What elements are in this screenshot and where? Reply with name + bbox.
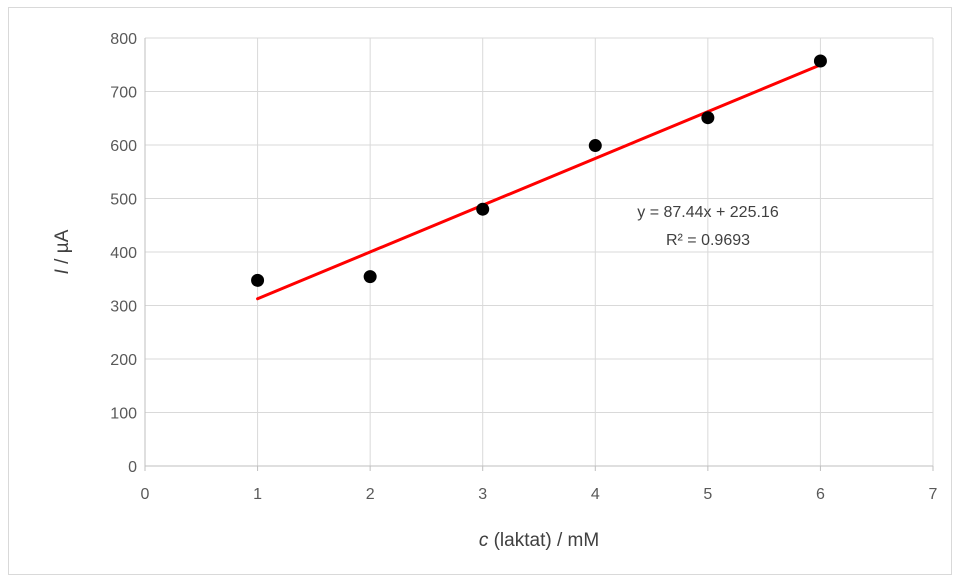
data-point <box>701 111 715 125</box>
data-point <box>813 54 827 68</box>
x-tick-label: 6 <box>816 486 825 503</box>
y-tick-label: 0 <box>128 459 137 476</box>
y-axis-title-rest: / µA <box>52 229 73 269</box>
y-tick-label: 600 <box>110 138 137 155</box>
x-axis-title-rest: (laktat) / mM <box>488 530 599 551</box>
x-tick-label: 7 <box>929 486 938 503</box>
x-axis-title: c (laktat) / mM <box>479 530 599 551</box>
data-point <box>588 139 602 153</box>
y-axis-title: I / µA <box>52 229 73 274</box>
trendline-group <box>256 63 822 301</box>
data-point <box>251 273 265 287</box>
y-tick-label: 800 <box>110 31 137 48</box>
y-tick-labels: 0 100 200 300 400 500 600 700 800 <box>110 31 137 476</box>
data-point <box>363 270 377 284</box>
trendline-r-squared: R² = 0.9693 <box>666 232 750 249</box>
x-tick-label: 0 <box>141 486 150 503</box>
data-points <box>251 54 827 287</box>
y-tick-label: 200 <box>110 352 137 369</box>
trendline <box>256 63 822 301</box>
x-tick-label: 4 <box>591 486 600 503</box>
x-tick-labels: 0 1 2 3 4 5 6 7 <box>141 486 938 503</box>
x-tick-label: 1 <box>253 486 262 503</box>
y-tick-label: 300 <box>110 299 137 316</box>
data-point <box>476 202 490 216</box>
trendline-equation: y = 87.44x + 225.16 <box>637 204 779 221</box>
x-axis-title-variable: c <box>479 530 489 551</box>
chart-frame <box>8 7 952 575</box>
x-tick-label: 2 <box>366 486 375 503</box>
y-tick-label: 400 <box>110 245 137 262</box>
axes <box>144 38 934 471</box>
y-tick-label: 100 <box>110 406 137 423</box>
x-tick-label: 5 <box>703 486 712 503</box>
y-tick-label: 700 <box>110 85 137 102</box>
y-axis-title-variable: I <box>52 268 73 274</box>
y-tick-label: 500 <box>110 192 137 209</box>
gridlines <box>145 37 934 466</box>
x-tick-label: 3 <box>478 486 487 503</box>
